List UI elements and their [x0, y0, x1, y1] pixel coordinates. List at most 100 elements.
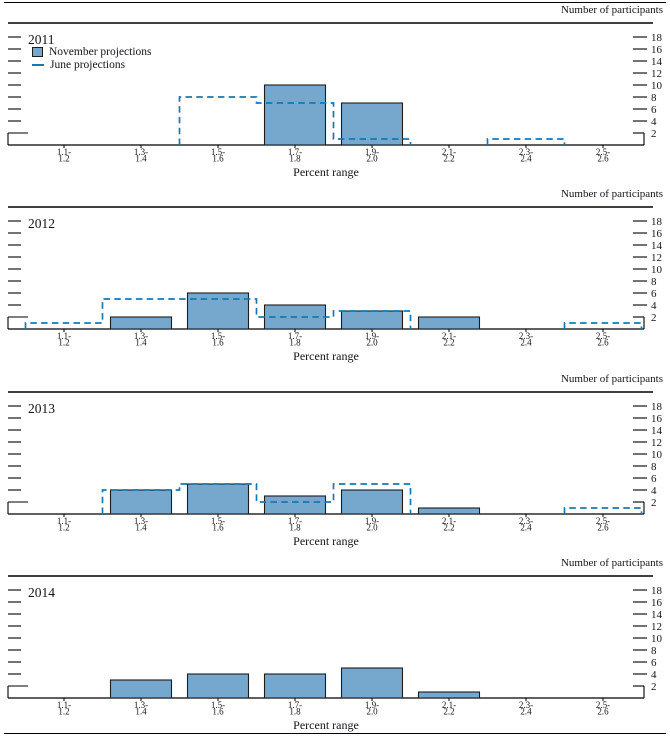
- y-tick-label: 4: [651, 484, 657, 496]
- bar-november: [186, 482, 250, 515]
- bar-november: [109, 488, 173, 515]
- y-tick-label: 6: [651, 472, 657, 484]
- x-tick-label: 1.5-1.6: [211, 147, 225, 164]
- june-projection-line: [178, 95, 566, 145]
- y-tick-label: 18: [651, 31, 663, 43]
- panel-2011: 2 4 6 8 10 12 14 16 18 1.1-1.2 1.3-1.4 1.5-1.6 1.7-1…: [0, 1, 670, 186]
- y-tick-label: 14: [651, 55, 663, 67]
- x-tick-label: 1.9-2.0: [365, 331, 379, 348]
- y-tick-label: 4: [651, 300, 657, 312]
- y-axis-title: Number of participants: [560, 372, 663, 385]
- y-axis-title: Number of participants: [560, 557, 663, 569]
- x-tick-label: 1.3-1.4: [134, 700, 148, 717]
- bar-november: [109, 316, 173, 330]
- bar-november: [417, 316, 481, 330]
- y-tick-label: 18: [651, 400, 663, 412]
- legend-item-november: November projections: [32, 46, 152, 59]
- y-tick-label: 14: [651, 240, 663, 252]
- y-tick-label: 10: [651, 264, 663, 276]
- x-tick-label: 1.9-2.0: [365, 700, 379, 717]
- x-tick-label: 1.7-1.8: [288, 147, 302, 164]
- y-tick-label: 18: [651, 216, 663, 228]
- x-tick-label: 2.3-2.4: [519, 516, 533, 533]
- panel-year-label: 2013: [28, 400, 55, 416]
- y-tick-label: 4: [651, 115, 657, 127]
- x-tick-label: 2.3-2.4: [519, 147, 533, 164]
- panel-2013: 2 4 6 8 10 12 14 16 18 1.1-1.2 1.3-1.4 1.5-1.6 1.7-1…: [0, 370, 670, 555]
- y-tick-label: 2: [651, 496, 657, 508]
- y-tick-label: 16: [651, 412, 663, 424]
- panel-2012: 2 4 6 8 10 12 14 16 18 1.1-1.2 1.3-1.4 1.5-1.6 1.7-1…: [0, 185, 670, 370]
- panel-year-label: 2012: [28, 216, 55, 231]
- bar-november: [340, 310, 404, 330]
- y-tick-label: 10: [651, 633, 663, 645]
- x-axis-title: Percent range: [293, 164, 359, 179]
- x-axis-title: Percent range: [293, 349, 359, 363]
- bar-november: [263, 83, 327, 146]
- y-tick-label: 6: [651, 103, 657, 115]
- x-tick-label: 2.5-2.6: [596, 516, 610, 533]
- x-tick-label: 2.1-2.2: [442, 516, 456, 533]
- y-tick-label: 2: [651, 681, 657, 693]
- bar-november: [109, 679, 173, 699]
- panel-year-label: 2011: [28, 31, 55, 47]
- november-swatch-icon: [32, 47, 43, 57]
- bar-november: [340, 101, 404, 146]
- bar-november: [263, 494, 327, 515]
- x-tick-label: 2.1-2.2: [442, 147, 456, 164]
- y-tick-label: 8: [651, 91, 657, 103]
- y-tick-label: 14: [651, 424, 663, 436]
- bar-november: [186, 673, 250, 699]
- june-projection-line: [24, 298, 643, 329]
- y-tick-label: 8: [651, 460, 657, 472]
- x-tick-label: 1.7-1.8: [288, 331, 302, 348]
- june-dash-icon: [32, 64, 44, 66]
- y-tick-label: 2: [651, 312, 657, 324]
- y-tick-label: 18: [651, 585, 663, 597]
- bar-november: [340, 667, 404, 699]
- y-tick-label: 6: [651, 288, 657, 300]
- x-tick-label: 1.5-1.6: [211, 331, 225, 348]
- x-tick-label: 2.5-2.6: [596, 147, 610, 164]
- legend: November projections June projections: [32, 46, 152, 72]
- legend-item-june: June projections: [32, 59, 152, 72]
- x-tick-label: 1.3-1.4: [134, 331, 148, 348]
- x-tick-label: 1.9-2.0: [365, 516, 379, 533]
- legend-november-label: November projections: [49, 45, 152, 58]
- y-tick-label: 8: [651, 276, 657, 288]
- x-tick-label: 1.7-1.8: [288, 516, 302, 533]
- y-tick-label: 12: [651, 436, 662, 448]
- y-axis-title: Number of participants: [560, 3, 663, 16]
- y-tick-label: 16: [651, 597, 663, 609]
- y-tick-label: 6: [651, 657, 657, 669]
- y-tick-label: 14: [651, 609, 663, 621]
- bar-november: [340, 488, 404, 515]
- top-rule: [4, 2, 666, 3]
- y-axis-title: Number of participants: [560, 188, 663, 200]
- y-tick-label: 16: [651, 43, 663, 55]
- y-tick-label: 16: [651, 228, 663, 240]
- x-tick-label: 1.9-2.0: [365, 147, 379, 164]
- x-axis-title: Percent range: [293, 533, 359, 548]
- x-tick-label: 2.5-2.6: [596, 700, 610, 717]
- y-tick-label: 4: [651, 669, 657, 681]
- x-tick-label: 1.3-1.4: [134, 147, 148, 164]
- x-axis-title: Percent range: [293, 718, 359, 732]
- x-tick-label: 2.3-2.4: [519, 331, 533, 348]
- bar-november: [417, 691, 481, 699]
- bar-november: [263, 673, 327, 699]
- panel-year-label: 2014: [28, 585, 55, 600]
- x-tick-label: 2.5-2.6: [596, 331, 610, 348]
- x-tick-label: 2.1-2.2: [442, 331, 456, 348]
- bar-november: [417, 506, 481, 515]
- y-tick-label: 8: [651, 645, 657, 657]
- y-tick-label: 12: [651, 621, 662, 633]
- y-tick-label: 10: [651, 448, 663, 460]
- x-tick-label: 1.5-1.6: [211, 700, 225, 717]
- y-tick-label: 12: [651, 67, 662, 79]
